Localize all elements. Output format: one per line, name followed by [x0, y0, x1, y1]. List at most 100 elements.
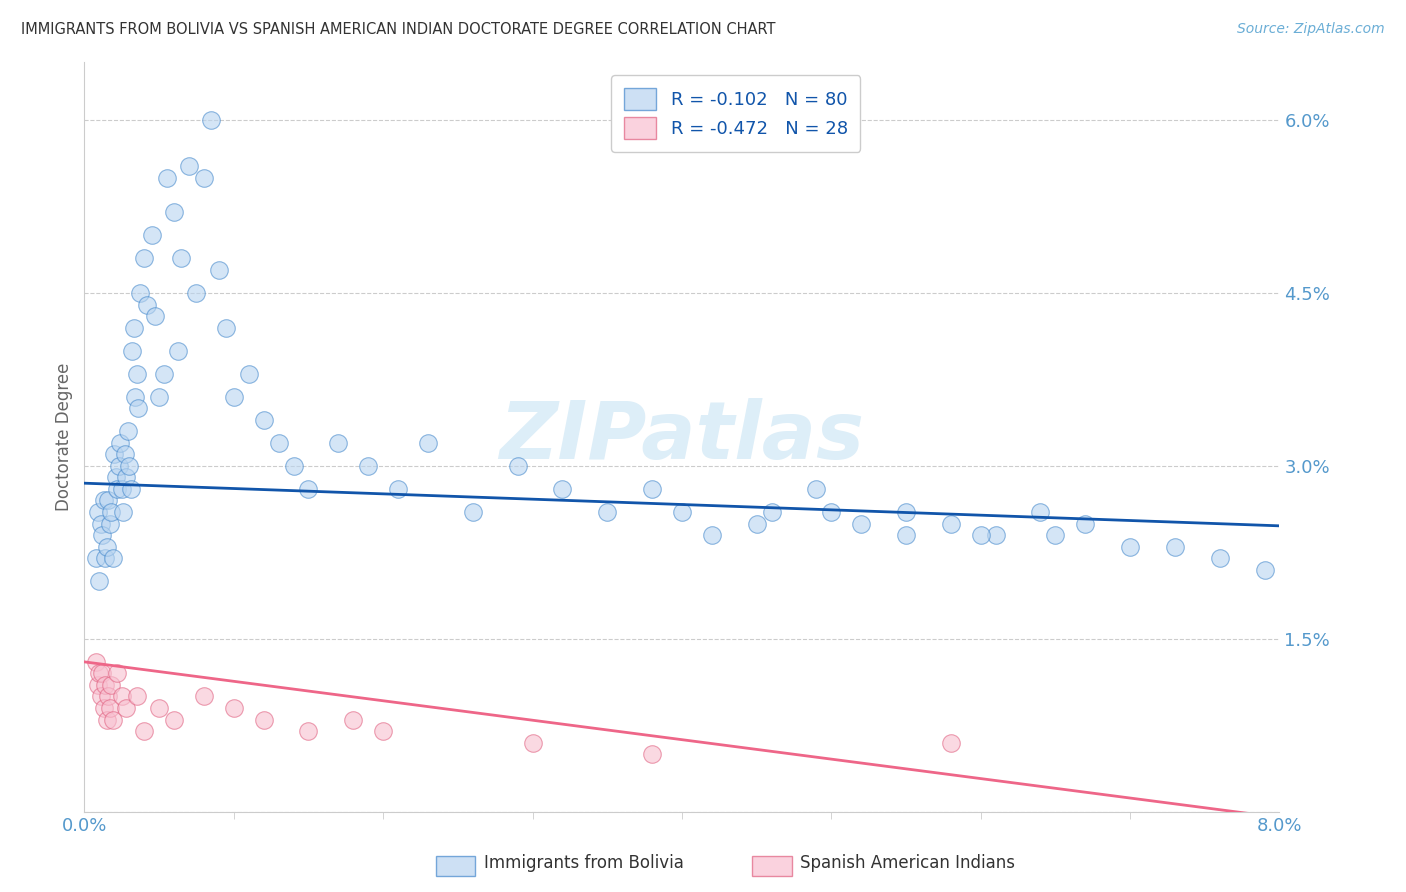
Point [970, 528, 993, 542]
Point [297, 724, 319, 739]
Point [90, 690, 112, 704]
Point [894, 528, 917, 542]
Point [93, 701, 115, 715]
Point [105, 482, 128, 496]
Point [112, 505, 135, 519]
Point [127, 401, 149, 416]
Point [939, 735, 962, 749]
Point [745, 516, 768, 531]
Point [1119, 540, 1142, 554]
Point [163, 205, 186, 219]
Point [96, 713, 118, 727]
Point [91, 666, 114, 681]
Point [894, 505, 917, 519]
Point [128, 285, 150, 300]
Point [506, 458, 529, 473]
Point [297, 482, 319, 496]
Point [373, 724, 395, 739]
Point [114, 447, 136, 461]
Point [118, 458, 141, 473]
Point [671, 505, 693, 519]
Point [148, 701, 170, 715]
Point [97, 493, 120, 508]
Point [86, 655, 108, 669]
Point [141, 228, 163, 243]
Point [1045, 528, 1067, 542]
Point [700, 528, 723, 542]
Point [200, 113, 222, 128]
Point [177, 159, 200, 173]
Point [193, 170, 215, 185]
Point [283, 458, 305, 473]
Point [155, 170, 177, 185]
Point [94, 678, 117, 692]
Point [132, 724, 156, 739]
Point [253, 713, 276, 727]
Point [115, 470, 138, 484]
Point [87, 505, 110, 519]
Text: Source: ZipAtlas.com: Source: ZipAtlas.com [1237, 22, 1385, 37]
Point [357, 458, 380, 473]
Point [328, 435, 350, 450]
Text: ZIPatlas: ZIPatlas [499, 398, 865, 476]
Point [98, 701, 121, 715]
Text: Spanish American Indians: Spanish American Indians [800, 855, 1015, 872]
Point [89, 574, 111, 589]
Point [806, 482, 828, 496]
Point [222, 701, 245, 715]
Point [110, 435, 132, 450]
Point [1029, 505, 1052, 519]
Point [215, 320, 238, 334]
Point [820, 505, 842, 519]
Point [193, 690, 215, 704]
Point [238, 367, 260, 381]
Point [111, 482, 134, 496]
Point [89, 666, 111, 681]
Point [100, 505, 122, 519]
Point [124, 390, 146, 404]
Point [152, 367, 174, 381]
Point [90, 516, 112, 531]
Point [93, 493, 115, 508]
Point [461, 505, 484, 519]
Point [1074, 516, 1097, 531]
Point [87, 678, 110, 692]
Y-axis label: Doctorate Degree: Doctorate Degree [55, 363, 73, 511]
Point [86, 551, 108, 566]
Point [641, 482, 664, 496]
Point [94, 551, 117, 566]
Point [342, 713, 364, 727]
Point [167, 343, 190, 358]
Point [132, 252, 156, 266]
Point [96, 540, 118, 554]
Point [101, 713, 124, 727]
Point [101, 551, 124, 566]
Point [97, 690, 120, 704]
Point [121, 343, 143, 358]
Point [170, 252, 193, 266]
Point [125, 367, 148, 381]
Point [117, 425, 139, 439]
Point [641, 747, 664, 761]
Point [761, 505, 783, 519]
Point [120, 482, 142, 496]
Point [1209, 551, 1232, 566]
Point [136, 297, 159, 311]
Point [253, 413, 276, 427]
Point [551, 482, 574, 496]
Point [1253, 563, 1275, 577]
Point [122, 320, 145, 334]
Point [100, 678, 122, 692]
Point [91, 528, 114, 542]
Text: Immigrants from Bolivia: Immigrants from Bolivia [484, 855, 683, 872]
Point [939, 516, 962, 531]
Point [267, 435, 290, 450]
Legend: R = -0.102   N = 80, R = -0.472   N = 28: R = -0.102 N = 80, R = -0.472 N = 28 [612, 75, 860, 152]
Point [984, 528, 1007, 542]
Point [163, 713, 186, 727]
Point [148, 390, 170, 404]
Text: IMMIGRANTS FROM BOLIVIA VS SPANISH AMERICAN INDIAN DOCTORATE DEGREE CORRELATION : IMMIGRANTS FROM BOLIVIA VS SPANISH AMERI… [21, 22, 776, 37]
Point [105, 666, 128, 681]
Point [387, 482, 409, 496]
Point [143, 309, 166, 323]
